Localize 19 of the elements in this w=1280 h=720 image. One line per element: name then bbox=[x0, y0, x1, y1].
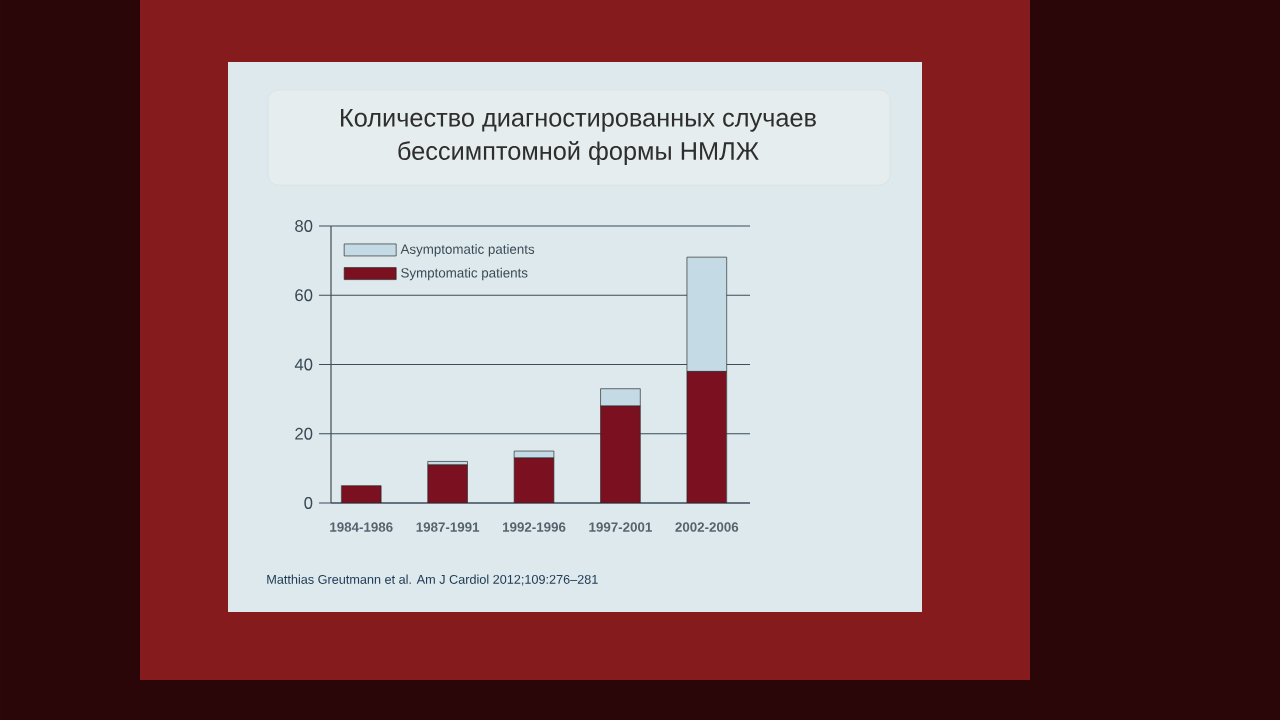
x-tick-label: 1992-1996 bbox=[502, 522, 566, 532]
y-tick-label: 80 bbox=[295, 220, 313, 232]
x-tick-label: 1984-1986 bbox=[330, 522, 393, 532]
bar bbox=[600, 405, 641, 503]
y-tick-label: 40 bbox=[294, 358, 313, 371]
legend-label: Asymptomatic patients bbox=[400, 244, 535, 257]
bar bbox=[600, 388, 641, 407]
y-tick-label: 60 bbox=[295, 289, 313, 302]
x-tick-label: 1987-1991 bbox=[416, 522, 480, 532]
legend-label: Symptomatic patients bbox=[401, 267, 528, 281]
x-tick-label: 1997-2001 bbox=[589, 522, 652, 532]
text: Matthias Greutmann et al. Am J Cardiol 2012;109:276–281 bbox=[267, 574, 598, 586]
x-tick-label: 2002-2006 bbox=[675, 522, 739, 532]
y-tick-label: 20 bbox=[295, 427, 313, 440]
bar bbox=[686, 371, 728, 503]
bar bbox=[513, 457, 555, 503]
y-tick-label: 0 bbox=[304, 497, 313, 509]
chart-title: Количество диагностированных случаев бессимптомной формы НМЛЖ bbox=[341, 108, 816, 165]
bar bbox=[427, 464, 468, 503]
